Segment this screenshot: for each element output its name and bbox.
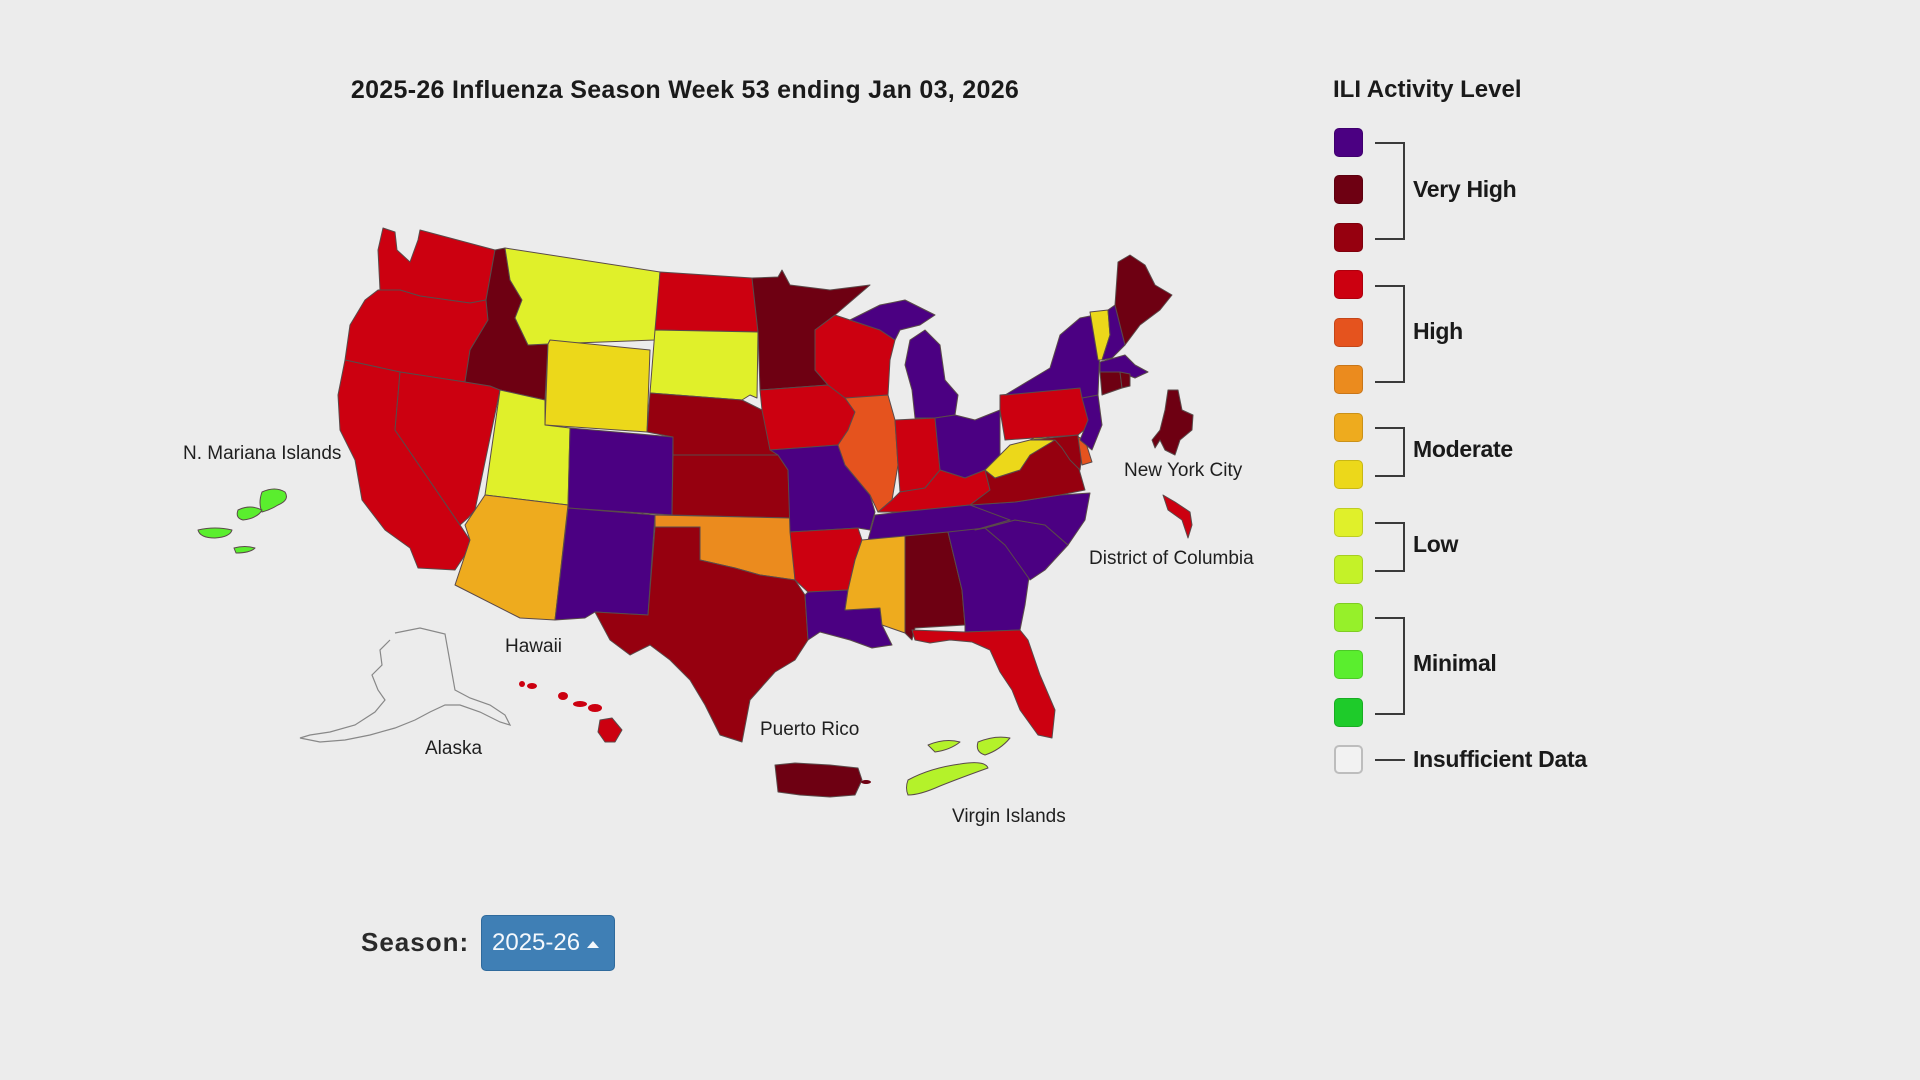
state-texas[interactable] bbox=[594, 526, 809, 743]
swatch-high-8 bbox=[1334, 365, 1363, 394]
label-alaska: Alaska bbox=[425, 738, 483, 759]
caret-up-icon bbox=[587, 940, 600, 948]
legend-label-minimal: Minimal bbox=[1413, 650, 1497, 676]
dash-insufficient-data bbox=[1375, 759, 1405, 761]
swatch-high-10 bbox=[1334, 270, 1363, 299]
region-new-york-city[interactable] bbox=[1151, 389, 1194, 456]
state-michigan[interactable] bbox=[849, 299, 936, 341]
bracket-minimal bbox=[1375, 617, 1405, 715]
swatch-moderate-6 bbox=[1334, 460, 1363, 489]
state-illinois[interactable] bbox=[837, 394, 899, 513]
region-puerto-rico[interactable] bbox=[774, 762, 863, 798]
map-title: 2025-26 Influenza Season Week 53 ending … bbox=[350, 76, 1020, 104]
state-new-mexico[interactable] bbox=[554, 507, 656, 621]
state-wyoming[interactable] bbox=[544, 339, 651, 433]
swatch-low-5 bbox=[1334, 508, 1363, 537]
state-arizona[interactable] bbox=[454, 494, 569, 621]
legend-label-high: High bbox=[1413, 318, 1463, 344]
bracket-low bbox=[1375, 522, 1405, 572]
label-district-of-columbia: District of Columbia bbox=[1089, 548, 1254, 569]
region-hawaii[interactable] bbox=[519, 681, 623, 743]
label-n-mariana-islands: N. Mariana Islands bbox=[183, 443, 342, 464]
legend-label-very-high: Very High bbox=[1413, 176, 1517, 202]
state-rhode-island[interactable] bbox=[1119, 371, 1131, 389]
swatch-minimal-2 bbox=[1334, 650, 1363, 679]
state-west-virginia[interactable] bbox=[984, 434, 1056, 479]
state-pennsylvania[interactable] bbox=[999, 387, 1091, 441]
label-puerto-rico: Puerto Rico bbox=[760, 719, 860, 740]
season-dropdown[interactable]: 2025-26 bbox=[481, 915, 615, 971]
swatch-high-9 bbox=[1334, 318, 1363, 347]
state-colorado[interactable] bbox=[567, 427, 674, 516]
swatch-very-high-12 bbox=[1334, 175, 1363, 204]
state-montana[interactable] bbox=[504, 247, 661, 346]
region-alaska[interactable] bbox=[299, 627, 512, 743]
label-virgin-islands: Virgin Islands bbox=[952, 806, 1066, 827]
legend-label-low: Low bbox=[1413, 531, 1459, 557]
state-kansas[interactable] bbox=[671, 454, 791, 519]
state-michigan-lower[interactable] bbox=[904, 329, 959, 419]
region-district-of-columbia[interactable] bbox=[1162, 494, 1193, 539]
season-label: Season: bbox=[361, 927, 470, 957]
state-maine[interactable] bbox=[1114, 254, 1173, 346]
legend-label-insufficient-data: Insufficient Data bbox=[1413, 746, 1587, 772]
region-virgin-islands[interactable] bbox=[906, 736, 1011, 796]
state-new-york[interactable] bbox=[1004, 314, 1101, 399]
label-hawaii: Hawaii bbox=[505, 636, 563, 657]
label-new-york-city: New York City bbox=[1124, 460, 1243, 481]
bracket-high bbox=[1375, 285, 1405, 383]
state-connecticut[interactable] bbox=[1099, 371, 1123, 396]
swatch-very-high-11 bbox=[1334, 223, 1363, 252]
legend: ILI Activity Level Very High High Modera… bbox=[1333, 76, 1733, 796]
bracket-moderate bbox=[1375, 427, 1405, 477]
swatch-moderate-7 bbox=[1334, 413, 1363, 442]
swatch-low-4 bbox=[1334, 555, 1363, 584]
state-north-dakota[interactable] bbox=[654, 271, 759, 333]
state-florida[interactable] bbox=[911, 629, 1056, 739]
region-puerto-rico-islands bbox=[861, 780, 871, 784]
swatch-minimal-3 bbox=[1334, 603, 1363, 632]
legend-label-moderate: Moderate bbox=[1413, 436, 1513, 462]
state-wisconsin[interactable] bbox=[814, 314, 896, 399]
region-n-mariana-islands[interactable] bbox=[197, 488, 287, 554]
bracket-very-high bbox=[1375, 142, 1405, 240]
swatch-insufficient-data bbox=[1334, 745, 1363, 774]
legend-title: ILI Activity Level bbox=[1333, 76, 1522, 103]
season-value: 2025-26 bbox=[492, 929, 581, 956]
swatch-minimal-1 bbox=[1334, 698, 1363, 727]
swatch-very-high-13 bbox=[1334, 128, 1363, 157]
state-south-dakota[interactable] bbox=[649, 329, 759, 401]
